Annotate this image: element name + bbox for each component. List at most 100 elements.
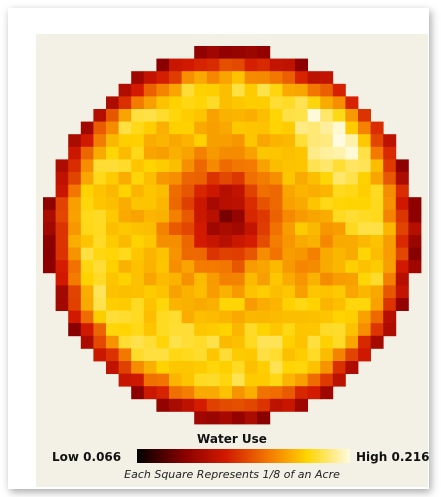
heatmap-cell bbox=[395, 272, 409, 286]
heatmap-cell bbox=[80, 209, 94, 223]
heatmap-cell bbox=[269, 197, 283, 211]
heatmap-cell bbox=[269, 184, 283, 198]
heatmap-cell bbox=[320, 134, 334, 148]
heatmap-cell bbox=[295, 386, 308, 400]
heatmap-cell bbox=[332, 285, 346, 299]
heatmap-cell bbox=[169, 71, 182, 85]
heatmap-cell bbox=[282, 235, 296, 248]
heatmap-cell bbox=[383, 298, 397, 311]
heatmap-cell bbox=[295, 146, 308, 160]
heatmap-cell bbox=[370, 146, 384, 160]
heatmap-cell bbox=[68, 184, 82, 198]
heatmap-cell bbox=[219, 373, 233, 387]
heatmap-cell bbox=[118, 235, 132, 248]
heatmap-cell bbox=[106, 134, 119, 148]
heatmap-cell bbox=[332, 222, 346, 236]
heatmap-cell bbox=[143, 272, 157, 286]
heatmap-cell bbox=[169, 272, 182, 286]
heatmap-cell bbox=[320, 235, 334, 248]
heatmap-cell bbox=[232, 310, 245, 324]
heatmap-cell bbox=[194, 285, 208, 299]
heatmap-cell bbox=[244, 285, 258, 299]
heatmap-cell bbox=[206, 348, 220, 362]
heatmap-cell bbox=[55, 172, 69, 185]
heatmap-cell bbox=[295, 310, 308, 324]
heatmap-cell bbox=[257, 58, 271, 72]
heatmap-cell bbox=[194, 411, 208, 425]
heatmap-cell bbox=[295, 134, 308, 148]
heatmap-cell bbox=[181, 121, 195, 135]
heatmap-cell bbox=[118, 146, 132, 160]
heatmap-cell bbox=[181, 146, 195, 160]
heatmap-cell bbox=[80, 184, 94, 198]
heatmap-cell bbox=[269, 71, 283, 85]
heatmap-cell bbox=[383, 172, 397, 185]
heatmap-cell bbox=[93, 209, 107, 223]
heatmap-cell bbox=[106, 146, 119, 160]
heatmap-cell bbox=[143, 298, 157, 311]
heatmap-cell bbox=[395, 197, 409, 211]
heatmap-cell bbox=[156, 159, 170, 173]
heatmap-cell bbox=[269, 272, 283, 286]
heatmap-cell bbox=[307, 159, 321, 173]
heatmap-cell bbox=[131, 361, 145, 374]
heatmap-cell bbox=[169, 348, 182, 362]
heatmap-cell bbox=[244, 361, 258, 374]
heatmap-cell bbox=[320, 323, 334, 337]
heatmap-cell bbox=[181, 235, 195, 248]
heatmap-cell bbox=[345, 298, 359, 311]
heatmap-cell bbox=[219, 235, 233, 248]
heatmap-cell bbox=[395, 285, 409, 299]
heatmap-cell bbox=[131, 96, 145, 110]
heatmap-cell bbox=[169, 184, 182, 198]
heatmap-cell bbox=[232, 83, 245, 97]
heatmap-cell bbox=[269, 58, 283, 72]
heatmap-cell bbox=[181, 71, 195, 85]
heatmap-cell bbox=[370, 310, 384, 324]
heatmap-cell bbox=[194, 235, 208, 248]
heatmap-cell bbox=[307, 361, 321, 374]
heatmap-cell bbox=[55, 298, 69, 311]
heatmap-cell bbox=[269, 121, 283, 135]
heatmap-cell bbox=[232, 222, 245, 236]
heatmap-cell bbox=[232, 197, 245, 211]
heatmap-cell bbox=[156, 373, 170, 387]
heatmap-cell bbox=[206, 272, 220, 286]
heatmap-cell bbox=[131, 386, 145, 400]
heatmap-cell bbox=[93, 197, 107, 211]
heatmap-cell bbox=[194, 71, 208, 85]
heatmap-cell bbox=[332, 109, 346, 122]
heatmap-cell bbox=[395, 260, 409, 274]
heatmap-cell bbox=[156, 335, 170, 349]
heatmap-cell bbox=[156, 134, 170, 148]
heatmap-cell bbox=[143, 310, 157, 324]
heatmap-cell bbox=[232, 272, 245, 286]
heatmap-cell bbox=[269, 172, 283, 185]
heatmap-cell bbox=[282, 58, 296, 72]
heatmap-cell bbox=[244, 83, 258, 97]
heatmap-cell bbox=[143, 373, 157, 387]
heatmap-cell bbox=[219, 159, 233, 173]
heatmap-cell bbox=[395, 172, 409, 185]
heatmap-cell bbox=[307, 172, 321, 185]
heatmap-cell bbox=[206, 96, 220, 110]
heatmap-cell bbox=[358, 197, 371, 211]
heatmap-cell bbox=[131, 83, 145, 97]
heatmap-cell bbox=[383, 222, 397, 236]
heatmap-cell bbox=[80, 285, 94, 299]
heatmap-cell bbox=[206, 159, 220, 173]
heatmap-cell bbox=[395, 159, 409, 173]
heatmap-cell bbox=[206, 184, 220, 198]
heatmap-cell bbox=[131, 310, 145, 324]
heatmap-cell bbox=[194, 159, 208, 173]
heatmap-cell bbox=[131, 146, 145, 160]
heatmap-cell bbox=[118, 323, 132, 337]
heatmap-cell bbox=[332, 159, 346, 173]
heatmap-cell bbox=[295, 298, 308, 311]
heatmap-cell bbox=[295, 323, 308, 337]
heatmap-cell bbox=[181, 109, 195, 122]
heatmap-cell bbox=[244, 159, 258, 173]
heatmap-cell bbox=[194, 386, 208, 400]
heatmap-cell bbox=[93, 109, 107, 122]
heatmap-cell bbox=[307, 209, 321, 223]
